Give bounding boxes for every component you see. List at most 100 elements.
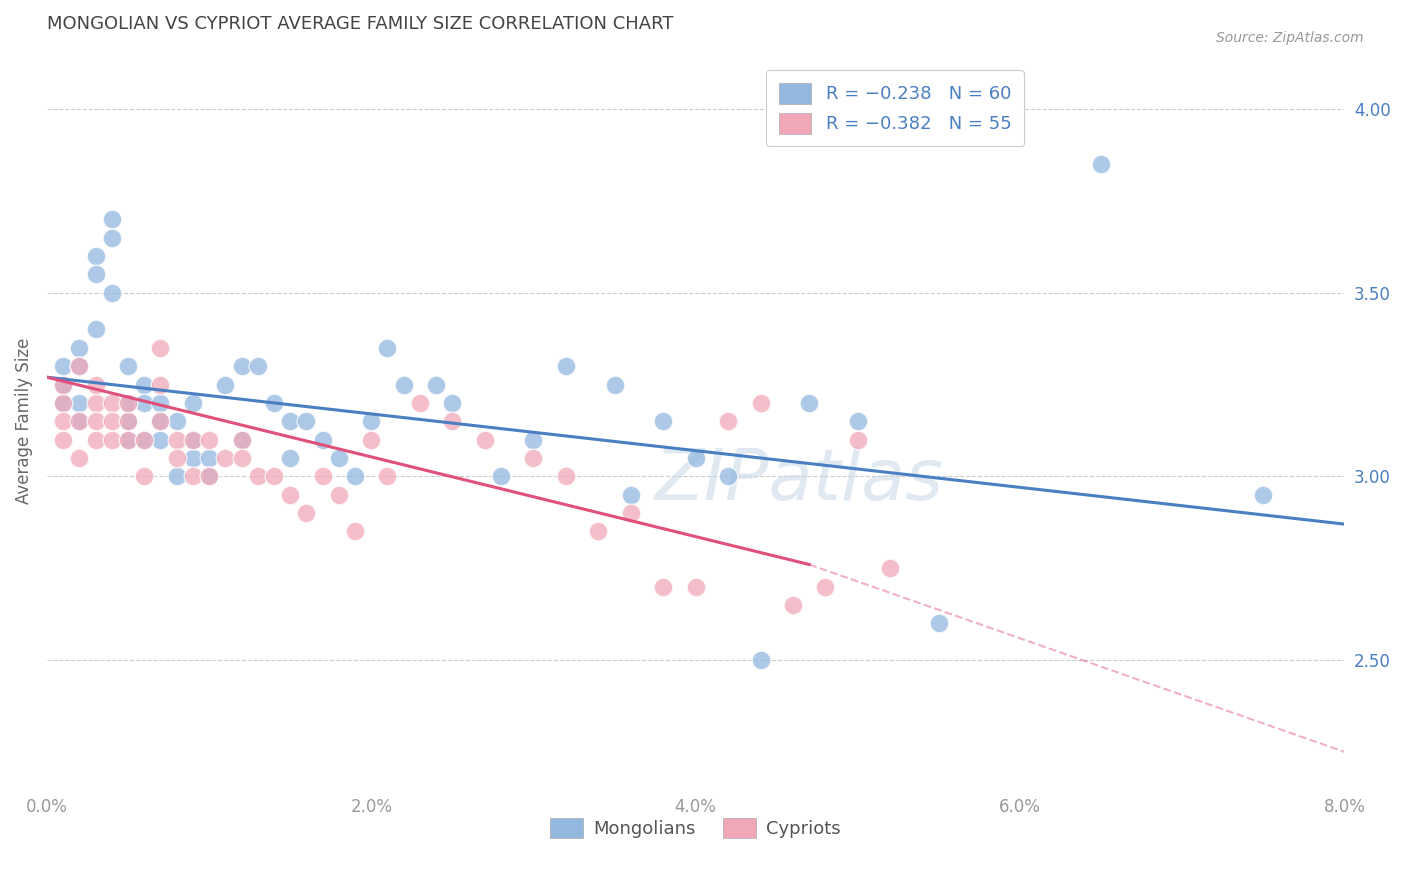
Point bbox=[52, 359, 75, 374]
Text: MONGOLIAN VS CYPRIOT AVERAGE FAMILY SIZE CORRELATION CHART: MONGOLIAN VS CYPRIOT AVERAGE FAMILY SIZE… bbox=[46, 15, 673, 33]
Point bbox=[52, 414, 75, 428]
Point bbox=[620, 506, 643, 520]
Point bbox=[799, 396, 821, 410]
Point bbox=[198, 433, 221, 447]
Point bbox=[100, 433, 122, 447]
Point bbox=[117, 396, 139, 410]
Point bbox=[117, 433, 139, 447]
Point bbox=[84, 396, 107, 410]
Point bbox=[603, 377, 626, 392]
Point bbox=[67, 414, 90, 428]
Point bbox=[1253, 488, 1275, 502]
Point bbox=[149, 414, 172, 428]
Point bbox=[117, 433, 139, 447]
Point bbox=[392, 377, 415, 392]
Point bbox=[67, 396, 90, 410]
Point bbox=[749, 653, 772, 667]
Point bbox=[166, 469, 188, 483]
Point bbox=[166, 414, 188, 428]
Point bbox=[246, 469, 269, 483]
Point bbox=[52, 377, 75, 392]
Point bbox=[198, 469, 221, 483]
Point bbox=[67, 359, 90, 374]
Point bbox=[311, 433, 333, 447]
Point bbox=[554, 469, 576, 483]
Point bbox=[84, 322, 107, 336]
Point bbox=[441, 414, 464, 428]
Point bbox=[117, 359, 139, 374]
Point bbox=[52, 433, 75, 447]
Point bbox=[522, 433, 544, 447]
Point bbox=[149, 396, 172, 410]
Point bbox=[181, 433, 204, 447]
Point bbox=[84, 433, 107, 447]
Point bbox=[181, 469, 204, 483]
Y-axis label: Average Family Size: Average Family Size bbox=[15, 338, 32, 505]
Point bbox=[67, 450, 90, 465]
Point bbox=[231, 433, 253, 447]
Point bbox=[134, 469, 156, 483]
Point bbox=[67, 414, 90, 428]
Point bbox=[214, 377, 236, 392]
Point bbox=[166, 450, 188, 465]
Point bbox=[360, 414, 382, 428]
Point bbox=[84, 414, 107, 428]
Point bbox=[344, 524, 367, 539]
Point bbox=[84, 377, 107, 392]
Point bbox=[100, 414, 122, 428]
Point bbox=[134, 433, 156, 447]
Point bbox=[263, 469, 285, 483]
Point bbox=[149, 433, 172, 447]
Point bbox=[278, 488, 301, 502]
Point bbox=[278, 414, 301, 428]
Point bbox=[409, 396, 432, 410]
Point bbox=[360, 433, 382, 447]
Point bbox=[554, 359, 576, 374]
Point bbox=[377, 469, 399, 483]
Point bbox=[52, 396, 75, 410]
Point bbox=[328, 450, 350, 465]
Point bbox=[344, 469, 367, 483]
Point bbox=[311, 469, 333, 483]
Point bbox=[198, 450, 221, 465]
Point bbox=[782, 598, 804, 612]
Legend: Mongolians, Cypriots: Mongolians, Cypriots bbox=[543, 810, 848, 846]
Point bbox=[295, 506, 318, 520]
Point bbox=[134, 377, 156, 392]
Point bbox=[52, 396, 75, 410]
Point bbox=[231, 359, 253, 374]
Point bbox=[652, 580, 675, 594]
Point bbox=[717, 469, 740, 483]
Text: Source: ZipAtlas.com: Source: ZipAtlas.com bbox=[1216, 31, 1364, 45]
Point bbox=[749, 396, 772, 410]
Point bbox=[377, 341, 399, 355]
Point bbox=[489, 469, 512, 483]
Point bbox=[117, 414, 139, 428]
Point bbox=[166, 433, 188, 447]
Text: ZIPatlas: ZIPatlas bbox=[655, 445, 943, 515]
Point bbox=[620, 488, 643, 502]
Point bbox=[846, 433, 869, 447]
Point bbox=[84, 249, 107, 263]
Point bbox=[328, 488, 350, 502]
Point bbox=[149, 341, 172, 355]
Point bbox=[67, 341, 90, 355]
Point bbox=[441, 396, 464, 410]
Point bbox=[117, 414, 139, 428]
Point bbox=[588, 524, 610, 539]
Point bbox=[181, 396, 204, 410]
Point bbox=[717, 414, 740, 428]
Point bbox=[181, 433, 204, 447]
Point bbox=[231, 433, 253, 447]
Point bbox=[149, 377, 172, 392]
Point bbox=[214, 450, 236, 465]
Point bbox=[652, 414, 675, 428]
Point bbox=[425, 377, 447, 392]
Point bbox=[52, 377, 75, 392]
Point bbox=[117, 396, 139, 410]
Point bbox=[100, 285, 122, 300]
Point bbox=[263, 396, 285, 410]
Point bbox=[198, 469, 221, 483]
Point bbox=[474, 433, 496, 447]
Point bbox=[134, 433, 156, 447]
